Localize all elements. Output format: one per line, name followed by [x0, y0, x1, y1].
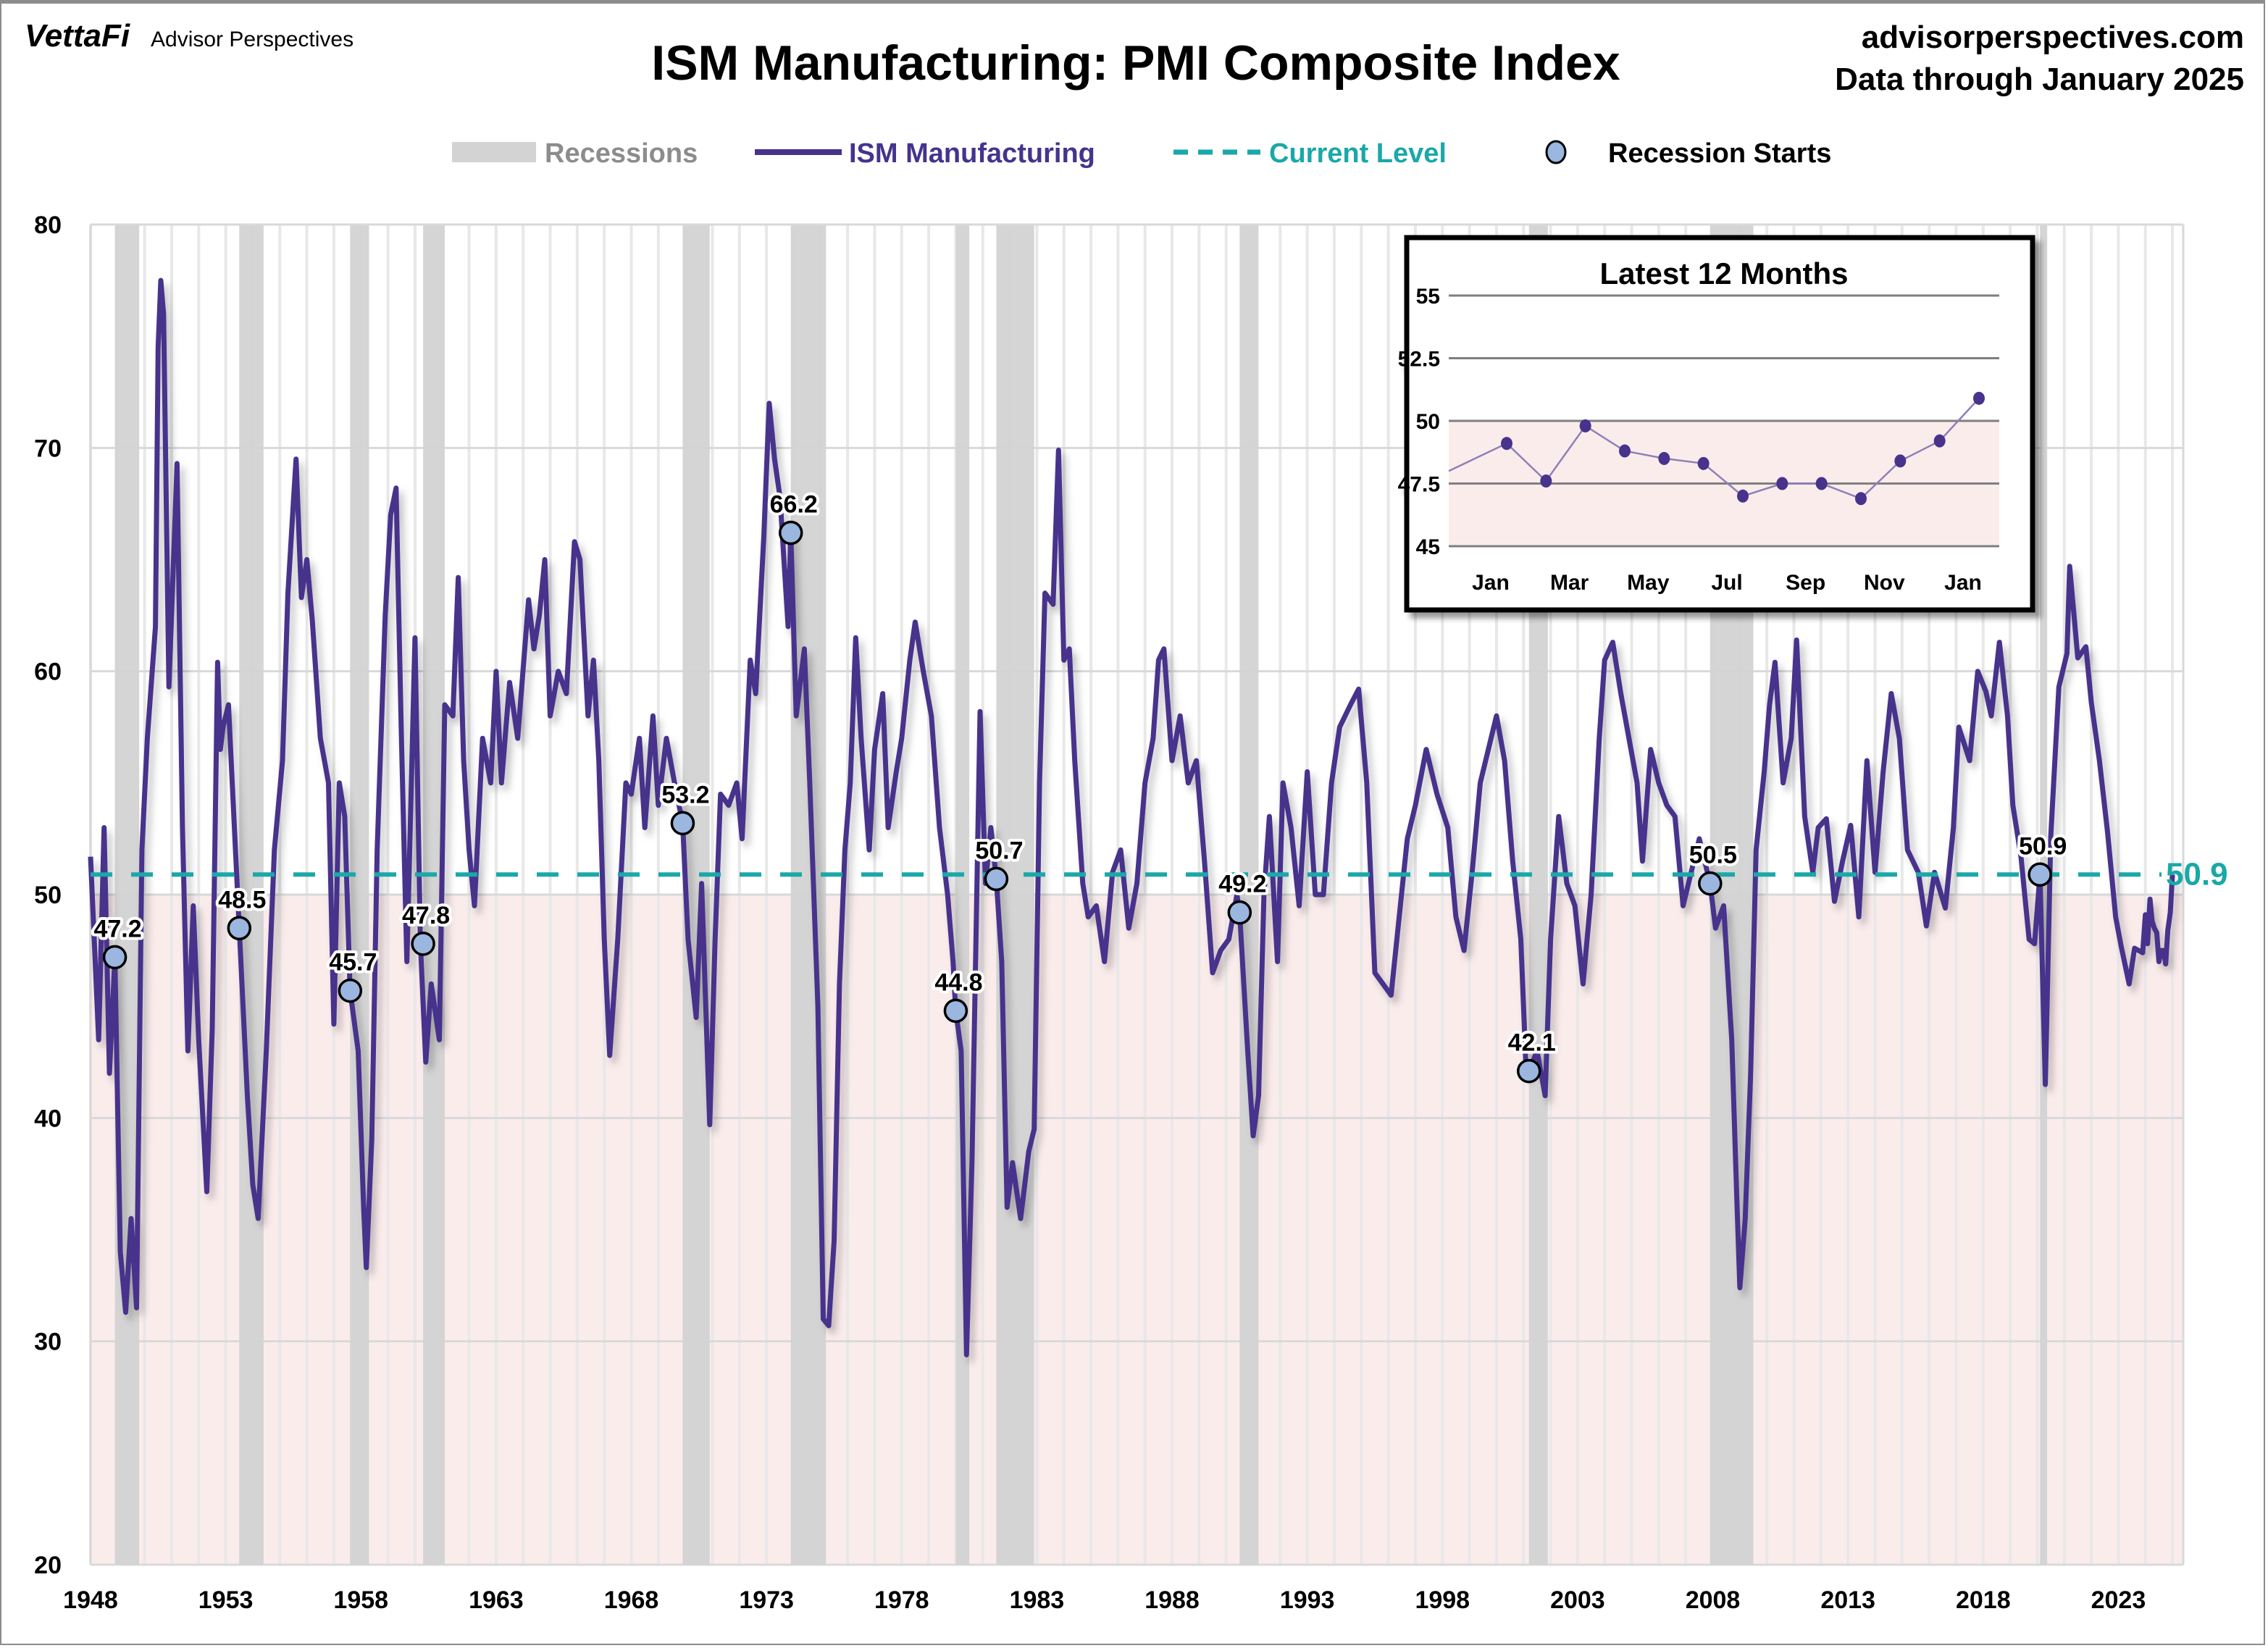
- inset-data-point: [1579, 419, 1591, 432]
- recession-start-marker: [1698, 871, 1723, 896]
- x-tick-label: 2013: [1820, 1586, 1875, 1614]
- recession-start-label: 47.2: [93, 915, 141, 942]
- recession-start-label: 48.5: [218, 886, 266, 913]
- data-through: Data through January 2025: [1835, 62, 2244, 97]
- plot-area: 20 30 40 50 60 70 80 1948 1953 1958 1963 1968 1973 19…: [34, 212, 2227, 1614]
- inset-data-point: [1501, 437, 1512, 451]
- legend-starts: Recession Starts: [1608, 138, 1831, 169]
- y-tick-label: 20: [34, 1552, 62, 1579]
- recession-band: [350, 225, 369, 1565]
- recession-start-label: 44.8: [934, 969, 982, 996]
- x-tick-label: 2003: [1550, 1586, 1605, 1614]
- recession-start-marker: [778, 520, 803, 545]
- legend-current: Current Level: [1269, 138, 1447, 169]
- below-50-band: [91, 895, 2183, 1565]
- inset-x-tick-label: Jul: [1711, 571, 1742, 595]
- x-tick-label: 1973: [739, 1586, 794, 1614]
- legend-series: ISM Manufacturing: [849, 138, 1095, 169]
- recession-start-label: 50.7: [975, 837, 1023, 864]
- inset-data-point: [1894, 454, 1907, 468]
- x-tick-label: 1998: [1415, 1586, 1470, 1614]
- inset-data-point: [1619, 444, 1631, 458]
- recession-start-label: 50.9: [2019, 832, 2067, 860]
- recession-start-marker: [670, 811, 695, 836]
- x-tick-label: 1948: [63, 1586, 118, 1614]
- inset-y-tick-label: 55: [1416, 285, 1440, 309]
- inset-x-tick-label: May: [1627, 571, 1670, 595]
- x-tick-label: 1988: [1145, 1586, 1200, 1614]
- vettafi-logo: VettaFi: [25, 18, 130, 54]
- chart-title: ISM Manufacturing: PMI Composite Index: [651, 35, 1620, 91]
- inset-data-point: [1776, 477, 1788, 490]
- inset-data-point: [1855, 492, 1867, 506]
- recession-start-label: 45.7: [329, 949, 377, 976]
- recession-start-marker: [227, 916, 252, 940]
- recession-start-marker: [411, 932, 435, 956]
- legend-starts-marker: [1545, 140, 1567, 164]
- inset-data-point: [1697, 456, 1710, 470]
- recession-start-marker: [338, 978, 363, 1003]
- recession-start-marker: [984, 866, 1009, 892]
- inset-y-tick-label: 47.5: [1398, 473, 1440, 497]
- x-tick-label: 1983: [1010, 1586, 1065, 1614]
- x-tick-label: 2023: [2091, 1586, 2146, 1614]
- inset-x-tick-label: Mar: [1550, 571, 1589, 595]
- recession-start-label: 47.8: [402, 902, 450, 929]
- recession-start-marker: [943, 998, 968, 1024]
- recession-band: [996, 225, 1034, 1565]
- x-tick-label: 2008: [1686, 1586, 1741, 1614]
- y-tick-label: 50: [34, 882, 62, 909]
- site-url: advisorperspectives.com: [1862, 20, 2244, 55]
- inset-y-tick-label: 52.5: [1398, 348, 1440, 372]
- recession-start-label: 53.2: [661, 781, 709, 808]
- inset-x-tick-label: Nov: [1864, 571, 1905, 595]
- inset-data-point: [1815, 477, 1828, 490]
- recession-start-marker: [1516, 1058, 1541, 1084]
- y-tick-label: 70: [34, 435, 62, 462]
- recession-start-label: 49.2: [1218, 871, 1266, 898]
- inset-data-point: [1973, 391, 1985, 405]
- x-tick-label: 1978: [874, 1586, 929, 1614]
- y-tick-label: 80: [34, 212, 62, 239]
- inset-data-point: [1540, 474, 1552, 488]
- legend-recessions-swatch: [452, 142, 536, 162]
- x-tick-label: 2018: [1956, 1586, 2011, 1614]
- recession-band: [114, 225, 140, 1565]
- advisor-perspectives-logo: Advisor Perspectives: [151, 28, 353, 51]
- inset-x-tick-label: Jan: [1944, 571, 1982, 595]
- inset-y-tick-label: 45: [1416, 535, 1440, 559]
- recession-start-marker: [102, 945, 127, 970]
- recession-start-marker: [1227, 900, 1252, 925]
- x-tick-label: 1993: [1280, 1586, 1335, 1614]
- recession-band: [790, 225, 827, 1565]
- recession-start-label: 42.1: [1508, 1029, 1556, 1057]
- inset-title: Latest 12 Months: [1599, 256, 1848, 290]
- recession-start-label: 50.5: [1689, 842, 1737, 869]
- x-tick-label: 1958: [333, 1586, 388, 1614]
- recession-start-label: 66.2: [770, 491, 818, 519]
- inset-y-tick-label: 50: [1416, 410, 1440, 434]
- x-tick-label: 1968: [604, 1586, 659, 1614]
- recession-band: [239, 225, 264, 1565]
- recession-start-marker: [2028, 862, 2052, 887]
- y-tick-label: 60: [34, 658, 62, 686]
- y-tick-label: 40: [34, 1105, 62, 1132]
- ism-manufacturing-line: [88, 277, 2175, 1358]
- legend-recessions: Recessions: [545, 138, 698, 169]
- inset-latest-12-months: 45 47.5 50 52.5 55 Jan Mar May Jul Sep Nov Jan: [1398, 235, 2035, 613]
- y-tick-label: 30: [34, 1329, 62, 1356]
- recession-band: [1239, 225, 1259, 1565]
- x-tick-label: 1963: [469, 1586, 524, 1614]
- inset-x-tick-label: Jan: [1472, 571, 1510, 595]
- recession-band: [2040, 225, 2048, 1565]
- inset-data-point: [1737, 489, 1749, 503]
- inset-data-point: [1658, 451, 1670, 465]
- inset-data-point: [1933, 434, 1946, 448]
- current-level-label: 50.9: [2166, 856, 2228, 892]
- x-tick-label: 1953: [198, 1586, 254, 1614]
- recession-band: [955, 225, 970, 1565]
- inset-x-tick-label: Sep: [1786, 571, 1825, 595]
